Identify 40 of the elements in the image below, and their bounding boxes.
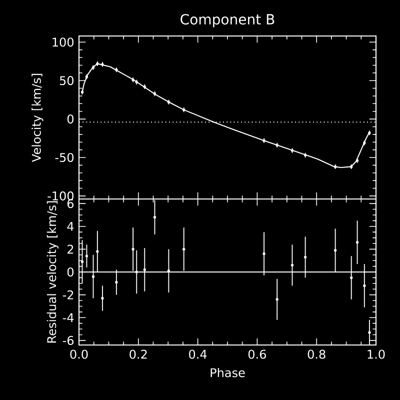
point (182, 248, 186, 251)
y-tick-label: 2 (68, 244, 74, 254)
point (85, 254, 88, 258)
y-tick-label: -100 (48, 191, 74, 200)
y-tick-label: 0 (67, 114, 74, 124)
point (115, 280, 118, 284)
y-tick-label: 50 (60, 76, 74, 86)
point (101, 296, 104, 300)
point (304, 256, 307, 259)
point (92, 275, 95, 278)
point (368, 331, 371, 334)
x-tick-label: 1.0 (368, 350, 385, 359)
y-tick-label: -4 (62, 313, 74, 322)
y-tick-label: -50 (55, 152, 74, 162)
y-axis-title: Velocity [km/s] (32, 74, 44, 162)
x-axis-title: Phase (210, 368, 245, 378)
point (356, 241, 359, 244)
point (96, 250, 99, 253)
point (143, 268, 146, 272)
point (334, 249, 337, 252)
y-tick-label: 4 (67, 222, 74, 231)
y-axis-title: Residual velocity [km/s] (46, 201, 58, 343)
y-tick-label: 100 (52, 38, 74, 47)
point (363, 284, 366, 288)
point (262, 252, 266, 256)
x-tick-label: 0.4 (189, 350, 207, 359)
point (350, 276, 353, 280)
x-tick-label: 0.6 (248, 350, 266, 359)
y-tick-label: 0 (67, 267, 74, 277)
x-tick-label: 0.0 (70, 350, 88, 359)
y-tick-label: -6 (62, 336, 74, 345)
point (132, 248, 134, 251)
chart-title: Component B (180, 14, 274, 28)
point (290, 264, 294, 266)
point (80, 260, 84, 264)
x-tick-label: 0.2 (130, 350, 147, 359)
point (276, 298, 278, 301)
x-tick-label: 0.8 (308, 350, 326, 359)
point (153, 216, 156, 219)
y-tick-label: -2 (62, 290, 74, 300)
